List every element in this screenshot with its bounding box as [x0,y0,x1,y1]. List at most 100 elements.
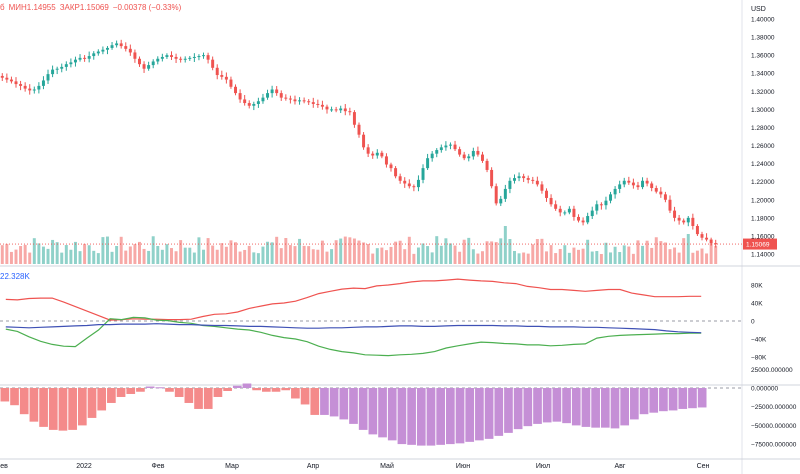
candle-body [540,184,544,191]
candle-body [266,93,270,98]
hist-bar [688,388,697,409]
candle-body [467,156,471,159]
volume-bar [416,247,420,264]
change-value: −0.00378 (−0.33%) [112,3,182,12]
candle-body [398,176,402,181]
candle-body [64,64,68,67]
volume-bar [229,240,233,264]
hist-bar [29,388,39,422]
candle-body [613,188,617,195]
volume-bar [554,253,558,264]
volume-bar [517,253,521,264]
hist-bar [697,388,707,408]
candle-body [476,150,480,155]
candle-body [686,217,690,223]
volume-bar [174,251,178,264]
volume-bar [471,249,475,264]
volume-bar [490,241,494,264]
volume-bar [435,236,439,264]
volume-bar [453,245,457,264]
volume-bar [394,241,398,264]
volume-bar [663,242,667,264]
price-tick-label: 1.28000 [751,125,775,132]
candle-body [650,183,654,189]
hist-bar [291,388,300,399]
candle-body [673,210,677,218]
volume-bar [604,242,608,264]
ohlc-readout: б МИН1.14955 ЗАКР1.15069 −0.00378 (−0.33%) [0,3,185,12]
volume-bar [279,248,283,264]
volume-bar [503,226,507,264]
price-tick-label: 1.14000 [751,252,775,259]
candle-body [407,183,411,187]
price-tick-label: 1.38000 [751,35,775,42]
volume-bar [613,246,617,264]
hist-bar [48,388,58,430]
volume-bar [288,245,292,264]
hist-bar [426,388,436,446]
candle-body [110,45,114,48]
volume-bar [220,243,224,264]
volume-bar [215,249,219,264]
candle-body [224,76,228,80]
candle-body [41,80,45,86]
volume-bar [618,252,622,264]
cot-tick-label: 0 [751,319,755,326]
volume-bar [334,240,338,264]
hist-bar [329,388,339,417]
volume-bar [275,236,279,264]
candle-body [394,168,398,177]
volume-bar [83,243,87,264]
volume-bar [128,246,132,264]
volume-bar [339,238,343,264]
price-tick-label: 1.36000 [751,53,775,60]
volume-bar [695,250,699,264]
hist-bar [678,388,688,409]
volume-bar [398,240,402,264]
low-value: МИН1.14955 [8,3,56,12]
volume-bar [673,247,677,264]
candle-body [677,217,681,221]
price-tick-label: 1.18000 [751,215,775,222]
hist-bar [107,388,116,403]
candle-body [192,56,196,58]
volume-bar [595,251,599,264]
candle-body [151,61,155,66]
volume-bar [714,246,718,264]
volume-bar [119,236,123,264]
hist-bar [610,388,620,429]
candle-body [92,53,96,57]
candle-body [430,153,434,159]
candle-body [197,56,201,58]
candle-body [416,179,420,188]
hist-bar [446,388,455,445]
volume-bar [115,246,119,264]
hist-bar [436,388,446,445]
time-tick-label: Май [380,462,394,470]
volume-bar [5,243,9,264]
volume-bar [92,250,96,264]
candle-body [389,164,393,169]
volume-bar [467,237,471,264]
hist-bar [639,388,649,415]
hist-bar [504,388,513,433]
candle-body [426,158,430,169]
candle-body [73,59,77,63]
volume-bar [238,251,242,264]
hist-bar [68,388,77,430]
hist-bar [475,388,484,441]
candle-body [206,55,210,60]
volume-bar [183,247,187,264]
hist-bar [378,388,387,438]
volume-bar [270,242,274,264]
candle-body [284,97,288,99]
hist-bar [407,388,416,445]
candle-body [567,208,571,213]
candle-body [636,185,640,188]
candle-body [545,190,548,198]
volume-bar [133,244,137,264]
hist-bar [649,388,659,413]
volume-bar [545,251,548,264]
candle-body [604,200,608,206]
